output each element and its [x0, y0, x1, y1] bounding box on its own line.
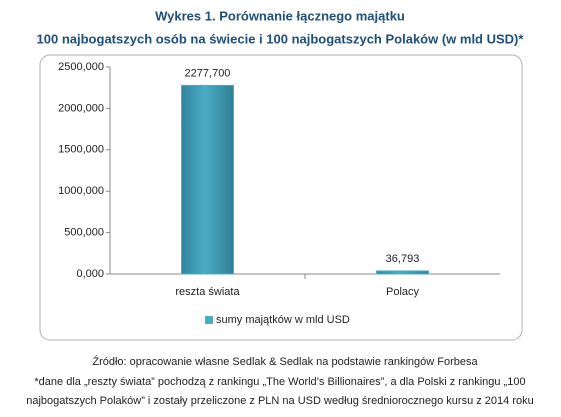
y-tick-label: 1000,000	[58, 185, 104, 197]
data-label: 2277,700	[185, 67, 231, 79]
chart-title: Wykres 1. Porównanie łącznego majątku	[155, 8, 405, 23]
y-tick-label: 1500,000	[58, 144, 104, 156]
data-label: 36,793	[386, 253, 420, 265]
legend-label: sumy majątków w mld USD	[216, 314, 350, 326]
y-tick-label: 2500,000	[58, 61, 104, 73]
y-tick-label: 500,000	[64, 227, 104, 239]
bar	[376, 270, 429, 275]
chart-title: 100 najbogatszych osób na świecie i 100 …	[37, 31, 525, 46]
x-tick-label: reszta świata	[175, 286, 240, 298]
chart-frame	[39, 54, 523, 341]
footnote: najbogatszych Polaków” i zostały przelic…	[26, 395, 533, 407]
source-note: Źródło: opracowanie własne Sedlak & Sedl…	[92, 355, 478, 368]
footnote: *dane dla „reszty świata” pochodzą z ran…	[34, 376, 525, 388]
bar	[181, 84, 234, 275]
y-tick-label: 2000,000	[58, 102, 104, 114]
y-tick-label: 0,000	[76, 268, 104, 280]
legend-swatch	[205, 316, 213, 324]
x-tick-label: Polacy	[386, 286, 420, 298]
